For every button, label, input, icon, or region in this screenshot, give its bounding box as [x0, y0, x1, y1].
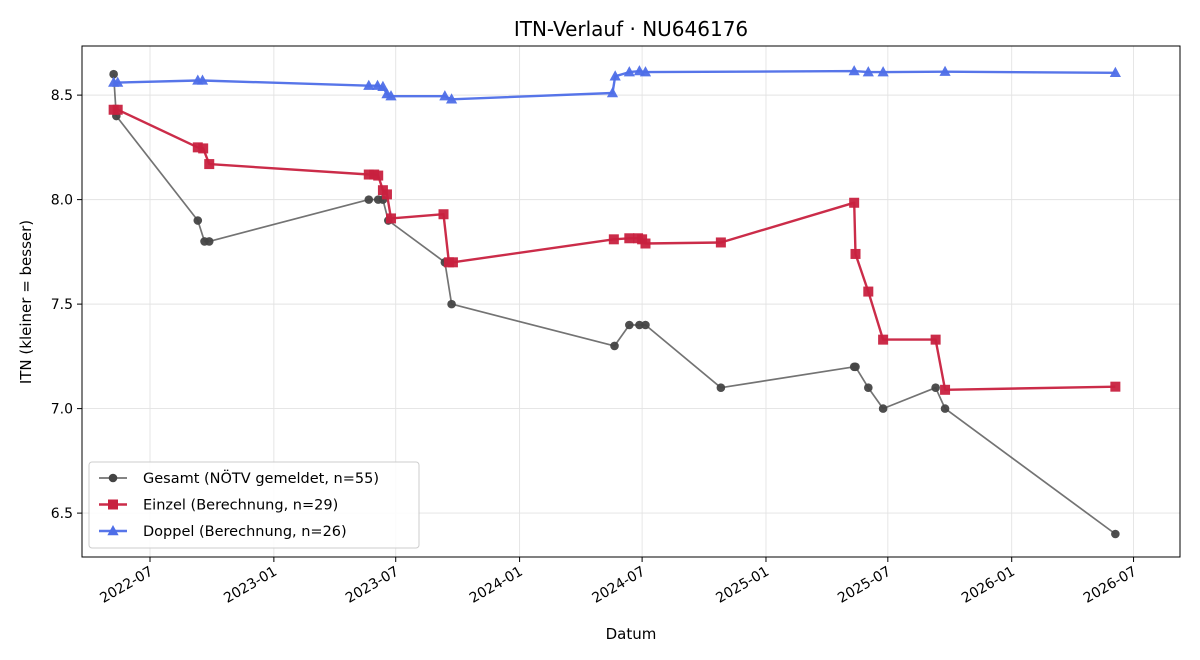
legend-marker	[107, 525, 119, 536]
legend: Gesamt (NÖTV gemeldet, n=55) Einzel (Bere…	[88, 461, 420, 549]
data-point	[364, 195, 374, 204]
y-tick-label: 8.0	[51, 193, 73, 209]
data-point	[715, 237, 726, 248]
data-point	[608, 234, 619, 245]
data-point	[1111, 529, 1120, 539]
data-point	[639, 66, 652, 77]
data-point	[198, 143, 209, 154]
series-markers	[108, 104, 1121, 395]
data-point	[385, 90, 397, 101]
data-point	[931, 383, 940, 393]
data-point	[606, 87, 619, 98]
data-point	[939, 65, 951, 76]
x-axis-title: Datum	[606, 625, 657, 643]
y-axis-title: ITN (kleiner = besser)	[17, 220, 35, 384]
data-point	[623, 66, 635, 77]
data-point	[863, 286, 874, 297]
data-point	[192, 142, 203, 153]
y-tick-label: 7.0	[51, 402, 73, 418]
legend-label: Gesamt (NÖTV gemeldet, n=55)	[143, 469, 379, 487]
series-markers	[108, 65, 1121, 104]
data-point	[878, 334, 889, 345]
data-point	[851, 362, 860, 372]
data-point	[864, 383, 873, 393]
data-point	[447, 257, 458, 268]
data-point	[862, 66, 874, 77]
data-point	[381, 189, 392, 200]
data-point	[849, 197, 860, 208]
legend-label: Doppel (Berechnung, n=26)	[143, 524, 347, 540]
data-point	[635, 320, 644, 330]
data-point	[196, 74, 209, 85]
data-point	[112, 76, 124, 87]
chart-title: ITN-Verlauf · NU646176	[514, 17, 748, 41]
data-point	[1110, 381, 1121, 392]
series-square	[108, 104, 1121, 395]
data-point	[204, 159, 215, 170]
data-point	[204, 237, 214, 246]
data-point	[640, 238, 651, 249]
data-point	[447, 299, 456, 309]
data-point	[877, 66, 889, 77]
data-point	[377, 80, 389, 91]
legend-label: Einzel (Berechnung, n=29)	[143, 498, 338, 514]
legend-box	[88, 461, 420, 549]
legend-marker	[108, 499, 118, 510]
data-point	[112, 104, 123, 115]
data-point	[1109, 66, 1121, 77]
data-point	[609, 70, 621, 81]
data-point	[940, 404, 950, 413]
plot-frame	[81, 45, 1181, 558]
grid	[82, 46, 1180, 557]
data-point	[445, 93, 458, 104]
y-tick-label: 8.5	[51, 88, 73, 104]
data-point	[193, 216, 203, 225]
data-point	[716, 383, 726, 393]
data-point	[624, 233, 635, 244]
data-point	[109, 69, 118, 79]
data-point	[373, 170, 384, 181]
data-point	[641, 320, 650, 330]
series-triangle	[108, 65, 1121, 104]
data-point	[363, 79, 375, 90]
data-point	[363, 169, 374, 180]
y-tick-label: 6.5	[51, 506, 73, 522]
data-point	[850, 248, 861, 259]
data-point	[848, 65, 860, 76]
data-point	[940, 384, 951, 395]
series-layer	[108, 65, 1121, 539]
data-point	[439, 90, 451, 101]
data-point	[610, 341, 619, 351]
data-point	[438, 209, 449, 220]
legend-marker	[108, 473, 118, 483]
y-tick-label: 7.5	[51, 297, 73, 313]
data-point	[625, 320, 634, 330]
data-point	[386, 213, 397, 224]
data-point	[930, 334, 941, 345]
data-point	[878, 404, 888, 413]
series-circle	[109, 69, 1120, 539]
